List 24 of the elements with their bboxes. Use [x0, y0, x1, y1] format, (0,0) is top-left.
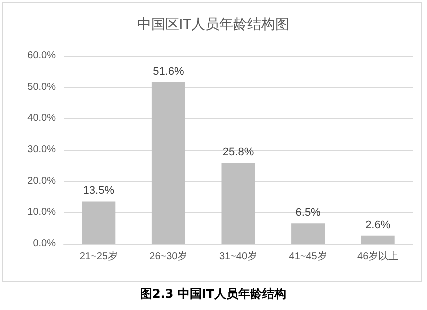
y-tick-label: 0.0% [33, 238, 56, 250]
y-tick-label: 50.0% [28, 82, 56, 93]
bar [152, 82, 186, 244]
x-tick-label: 46岁以上 [358, 250, 399, 262]
data-label: 51.6% [153, 66, 185, 78]
y-tick-label: 30.0% [28, 144, 56, 156]
data-label: 6.5% [296, 207, 322, 220]
y-tick-label: 20.0% [28, 176, 56, 187]
bar [361, 236, 395, 244]
bar [82, 202, 116, 244]
data-label: 2.6% [366, 219, 391, 232]
caption: 图2.3 中国IT人员年龄结构 [139, 286, 288, 303]
y-tick-label: 40.0% [28, 113, 56, 124]
data-label: 13.5% [83, 185, 115, 198]
x-tick-label: 31~40岁 [219, 250, 258, 262]
y-tick-label: 10.0% [28, 207, 56, 218]
bar [292, 224, 326, 244]
x-tick-label: 21~25岁 [80, 250, 118, 262]
x-tick-label: 41~45岁 [289, 250, 328, 262]
chart-title: 中国区IT人员年龄结构图 [137, 16, 290, 32]
data-label: 25.8% [222, 146, 254, 159]
bar [222, 163, 256, 244]
x-tick-label: 26~30岁 [150, 250, 188, 262]
y-tick-label: 60.0% [28, 50, 56, 62]
